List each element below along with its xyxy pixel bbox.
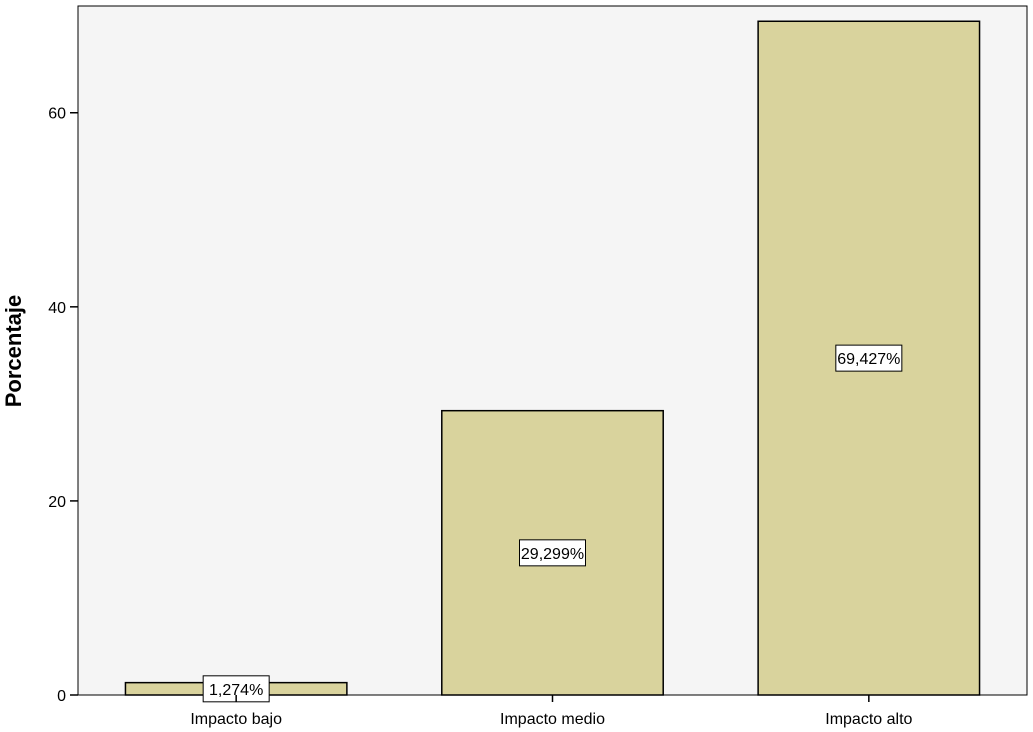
data-label-box — [519, 539, 586, 567]
data-label-box — [835, 344, 903, 372]
data-label: 29,299% — [521, 546, 584, 563]
x-tick-label: Impacto bajo — [190, 711, 282, 728]
y-tick-label: 0 — [57, 688, 66, 705]
y-axis: 0 20 40 60 — [48, 106, 78, 705]
x-tick-label: Impacto medio — [500, 711, 605, 728]
y-tick-label: 40 — [48, 300, 66, 317]
y-tick-label: 60 — [48, 106, 66, 123]
y-tick-label: 20 — [48, 494, 66, 511]
data-label: 69,427% — [837, 351, 900, 368]
y-axis-label: Porcentaje — [1, 295, 26, 408]
x-tick-label: Impacto alto — [825, 711, 912, 728]
data-label: 1,274% — [209, 682, 263, 699]
x-axis: Impacto bajo Impacto medio Impacto alto — [190, 695, 913, 728]
bars: 1,274% 29,299% 69,427% — [124, 20, 981, 703]
